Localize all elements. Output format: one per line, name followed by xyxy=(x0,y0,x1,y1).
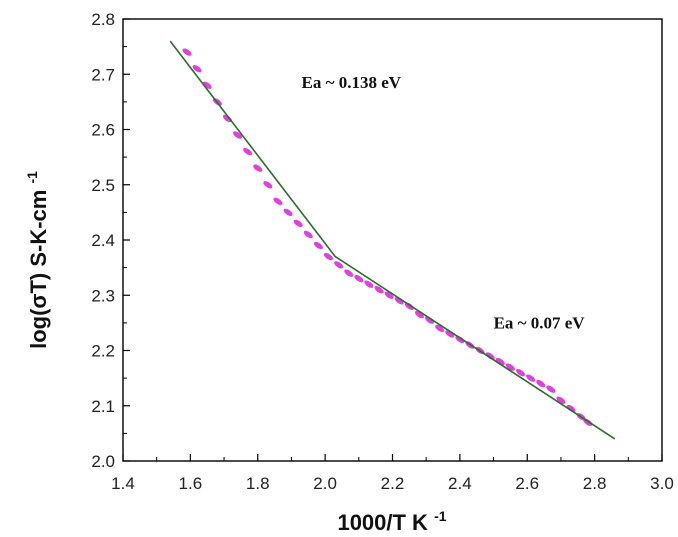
data-point xyxy=(394,297,404,305)
data-point xyxy=(455,335,465,344)
data-point xyxy=(425,316,435,324)
y-axis-title: log(σT) S-K-cm -1 xyxy=(24,171,51,349)
data-point xyxy=(192,65,202,73)
x-tick-label: 2.6 xyxy=(515,474,539,493)
data-point xyxy=(485,352,495,360)
data-point xyxy=(445,330,455,338)
data-point xyxy=(303,230,313,239)
y-tick-label: 2.0 xyxy=(91,452,115,471)
data-point xyxy=(263,181,273,189)
data-point xyxy=(374,286,384,294)
data-point xyxy=(313,241,323,250)
data-point xyxy=(253,164,263,172)
x-tick-label: 1.6 xyxy=(179,474,203,493)
activation-energy-label: Ea ~ 0.07 eV xyxy=(494,313,586,332)
data-point xyxy=(515,368,526,377)
y-tick-label: 2.4 xyxy=(91,231,115,250)
y-tick-label: 2.1 xyxy=(91,397,115,416)
data-point xyxy=(384,291,394,299)
y-tick-label: 2.6 xyxy=(91,121,115,140)
data-point xyxy=(182,48,192,56)
y-tick-label: 2.2 xyxy=(91,342,115,361)
x-axis-title: 1000/T K -1 xyxy=(337,508,446,535)
x-tick-label: 2.0 xyxy=(313,474,337,493)
y-tick-label: 2.5 xyxy=(91,176,115,195)
activation-energy-label: Ea ~ 0.138 eV xyxy=(302,73,402,92)
y-tick-label: 2.7 xyxy=(91,65,115,84)
data-point xyxy=(526,374,536,382)
x-tick-label: 2.4 xyxy=(448,474,472,493)
fit-line xyxy=(169,40,616,440)
x-axis-title-superscript: -1 xyxy=(434,508,447,524)
data-point xyxy=(334,261,344,269)
x-tick-label: 1.4 xyxy=(111,474,135,493)
data-point xyxy=(202,81,212,89)
x-tick-label: 2.8 xyxy=(583,474,607,493)
data-point xyxy=(283,208,293,217)
data-point xyxy=(354,275,364,283)
y-axis-title-text: log(σT) S-K-cm xyxy=(26,190,51,349)
y-tick-label: 2.3 xyxy=(91,286,115,305)
data-point xyxy=(233,131,243,139)
data-point xyxy=(273,197,283,205)
data-point xyxy=(222,114,232,123)
y-axis-title-group: log(σT) S-K-cm -1 xyxy=(24,171,51,349)
data-point xyxy=(495,357,505,366)
y-tick-label: 2.8 xyxy=(91,10,115,29)
data-point xyxy=(435,324,445,333)
data-point xyxy=(404,302,414,310)
x-tick-label: 2.2 xyxy=(381,474,405,493)
data-point xyxy=(566,404,576,413)
data-point xyxy=(293,219,303,228)
data-point xyxy=(536,379,546,388)
x-axis-title-text: 1000/T K xyxy=(337,510,428,535)
data-point xyxy=(243,147,253,156)
data-point xyxy=(546,385,556,393)
data-point xyxy=(414,310,424,319)
data-point xyxy=(364,280,374,288)
data-point xyxy=(323,252,334,261)
data-point xyxy=(556,396,566,404)
data-point xyxy=(344,269,354,277)
x-tick-label: 1.8 xyxy=(246,474,270,493)
plot-area: 1.4 1.6 1.8 2.0 2.2 2.4 2.6 2.8 3.0 2.0 2.1 2.2 2.3 2… xyxy=(91,10,673,493)
y-axis-title-superscript: -1 xyxy=(24,171,40,184)
x-tick-label: 3.0 xyxy=(650,474,674,493)
data-point xyxy=(505,363,515,371)
